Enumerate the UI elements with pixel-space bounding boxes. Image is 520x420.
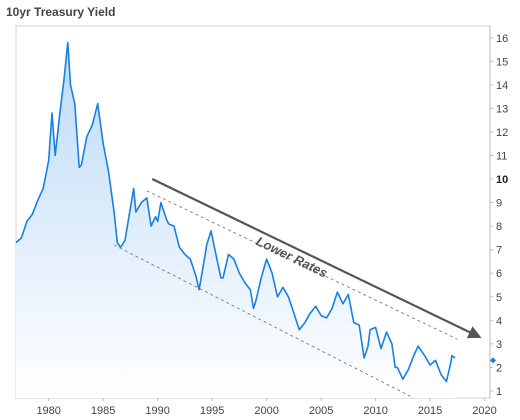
y-tick-label: 7 (496, 245, 502, 257)
channel-lower-line (113, 244, 414, 399)
y-tick-label: 6 (496, 268, 502, 280)
chart-title: 10yr Treasury Yield (6, 5, 115, 19)
x-tick-label: 1990 (145, 405, 169, 417)
y-tick-label: 3 (496, 339, 502, 351)
y-tick-label: 15 (496, 56, 508, 68)
yield-series-line (15, 41, 456, 383)
y-tick-label: 5 (496, 292, 502, 304)
yield-area-fill (16, 42, 456, 398)
x-tick-label: 1985 (91, 405, 115, 417)
current-value-marker (490, 357, 496, 364)
trend-arrow (151, 178, 482, 339)
y-tick-label: 2 (496, 362, 502, 374)
y-tick-label: 10 (496, 174, 508, 186)
x-tick-label: 2005 (309, 405, 333, 417)
y-tick-label: 12 (496, 127, 508, 139)
y-tick-label: 14 (496, 80, 508, 92)
x-tick-label: 2000 (254, 405, 278, 417)
y-tick-label: 4 (496, 315, 502, 327)
x-axis: 1980 1985 1990 1995 2000 2005 2010 2015 2020 (36, 398, 497, 417)
x-tick-label: 2015 (418, 405, 442, 417)
y-tick-label: 9 (496, 198, 502, 210)
y-tick-label: 16 (496, 33, 508, 45)
y-tick-label: 8 (496, 221, 502, 233)
x-tick-label: 1980 (36, 405, 60, 417)
x-tick-label: 2020 (472, 405, 496, 417)
x-tick-label: 2010 (363, 405, 387, 417)
y-tick-label: 11 (496, 150, 507, 162)
x-tick-label: 1995 (200, 405, 224, 417)
y-tick-label: 1 (496, 386, 502, 398)
y-tick-label: 13 (496, 103, 508, 115)
